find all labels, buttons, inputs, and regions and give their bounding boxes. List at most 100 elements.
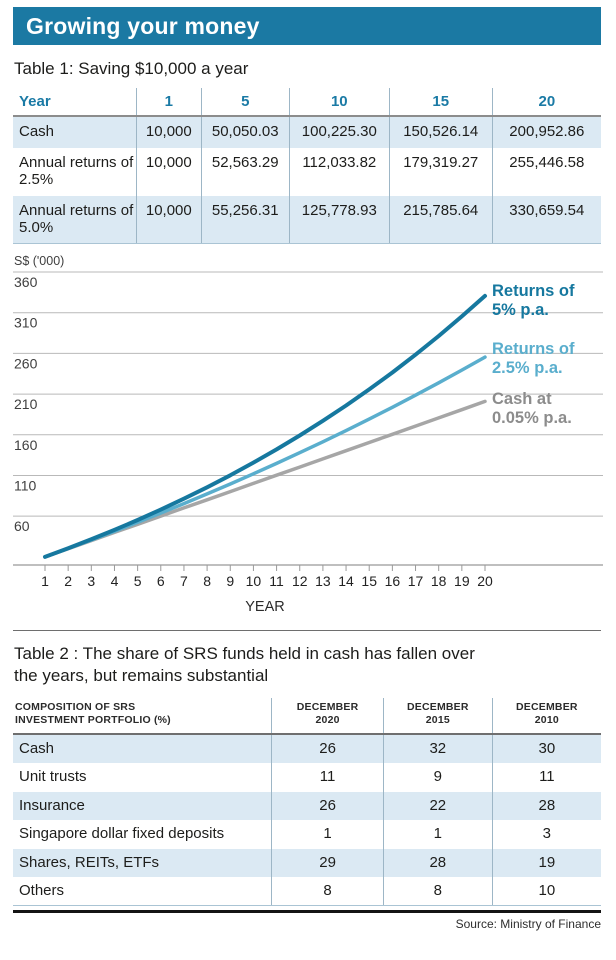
row-label: Shares, REITs, ETFs xyxy=(19,853,160,871)
header-line: INVESTMENT PORTFOLIO (%) xyxy=(15,714,171,726)
table-cell: 11 xyxy=(491,763,601,792)
header-line: COMPOSITION OF SRS xyxy=(15,701,136,713)
table2-srs-composition: COMPOSITION OF SRS INVESTMENT PORTFOLIO … xyxy=(13,698,601,907)
x-tick-label: 18 xyxy=(431,573,447,589)
y-tick-label: 160 xyxy=(14,437,38,453)
x-tick-label: 2 xyxy=(64,573,72,589)
table-cell: 150,526.14 xyxy=(388,116,493,148)
table-cell: 29 xyxy=(271,848,384,877)
table-cell: 9 xyxy=(382,763,493,792)
table1-col-15: 15 xyxy=(388,88,493,118)
table-row-insurance: Insurance 26 22 28 xyxy=(13,791,601,821)
table1-col-5: 5 xyxy=(200,88,290,118)
series-line xyxy=(43,293,487,559)
section-divider xyxy=(13,630,601,631)
table-cell: 215,785.64 xyxy=(388,195,493,245)
table-row-cash: Cash 26 32 30 xyxy=(13,734,601,764)
header-line: 2015 xyxy=(425,714,450,726)
table-row-unit-trusts: Unit trusts 11 9 11 xyxy=(13,763,601,792)
table-cell: 1 xyxy=(271,820,384,849)
table-cell: 32 xyxy=(382,734,493,764)
row-label: Unit trusts xyxy=(19,768,87,786)
legend-line: Returns of xyxy=(492,340,575,358)
table-cell: 30 xyxy=(491,734,601,764)
y-tick-label: 210 xyxy=(14,396,38,412)
table-cell: 11 xyxy=(271,763,384,792)
table2-col-dec-2015: DECEMBER 2015 xyxy=(382,698,493,735)
table-row-cash: Cash 10,000 50,050.03 100,225.30 150,526… xyxy=(13,116,601,148)
table-cell: 26 xyxy=(271,791,384,821)
row-label: Annual returns of 5.0% xyxy=(13,195,137,245)
x-tick-label: 10 xyxy=(246,573,262,589)
x-tick-label: 3 xyxy=(87,573,95,589)
page-title: Growing your money xyxy=(26,12,260,39)
table-cell: 125,778.93 xyxy=(288,195,390,245)
legend-returns-5pct: Returns of 5% p.a. xyxy=(492,282,575,320)
table-row-shares-reits-etfs: Shares, REITs, ETFs 29 28 19 xyxy=(13,848,601,877)
header-line: DECEMBER xyxy=(296,701,359,713)
y-tick-label: 260 xyxy=(14,355,38,371)
row-label: Cash xyxy=(19,740,55,757)
table-cell: 19 xyxy=(491,848,601,877)
legend-line: Returns of xyxy=(492,282,575,300)
x-tick-label: 17 xyxy=(408,573,424,589)
x-tick-label: 7 xyxy=(180,573,188,589)
legend-cash: Cash at 0.05% p.a. xyxy=(492,390,572,428)
x-tick-label: 20 xyxy=(477,573,493,589)
table-cell: 10,000 xyxy=(135,195,202,245)
x-tick-label: 1 xyxy=(41,573,49,589)
table-cell: 50,050.03 xyxy=(200,116,290,148)
legend-line: 5% p.a. xyxy=(492,301,549,319)
x-tick-label: 19 xyxy=(454,573,470,589)
x-tick-label: 5 xyxy=(134,573,142,589)
x-tick-label: 13 xyxy=(315,573,331,589)
table-cell: 200,952.86 xyxy=(491,116,601,148)
table-cell: 10,000 xyxy=(135,116,202,148)
header-line: DECEMBER xyxy=(516,701,578,713)
legend-line: 2.5% p.a. xyxy=(492,359,563,377)
x-tick-label: 4 xyxy=(111,573,119,589)
table-row-returns-2-5: Annual returns of 2.5% 10,000 52,563.29 … xyxy=(13,147,601,196)
table-cell: 3 xyxy=(491,820,601,849)
legend-returns-2-5pct: Returns of 2.5% p.a. xyxy=(492,340,575,378)
table-cell: 1 xyxy=(382,820,493,849)
table-cell: 8 xyxy=(382,876,493,907)
row-label: Singapore dollar fixed deposits xyxy=(19,825,225,843)
header-line: 2020 xyxy=(315,714,340,726)
table-cell: 10 xyxy=(491,876,601,907)
source-credit: Source: Ministry of Finance xyxy=(455,917,601,931)
table1-col-year: Year xyxy=(13,88,137,118)
legend-line: Cash at xyxy=(492,390,552,408)
table-cell: 100,225.30 xyxy=(288,116,390,148)
table-cell: 28 xyxy=(382,848,493,877)
y-tick-label: 360 xyxy=(14,274,38,290)
row-label: Others xyxy=(13,876,272,907)
table-cell: 52,563.29 xyxy=(200,147,290,196)
x-tick-label: 16 xyxy=(385,573,401,589)
y-tick-label: 310 xyxy=(14,315,38,331)
table1-title: Table 1: Saving $10,000 a year xyxy=(14,59,249,78)
table1-savings: Year 1 5 10 15 20 Cash 10,000 50,050.03 … xyxy=(13,88,601,245)
bottom-rule xyxy=(13,910,601,913)
table-cell: 28 xyxy=(491,791,601,821)
x-tick-label: 9 xyxy=(226,573,234,589)
table2-title-line1: Table 2 : The share of SRS funds held in… xyxy=(14,644,475,663)
x-tick-label: 12 xyxy=(292,573,308,589)
table-row-returns-5-0: Annual returns of 5.0% 10,000 55,256.31 … xyxy=(13,195,601,245)
row-label: Cash xyxy=(19,123,55,141)
y-tick-label: 110 xyxy=(14,477,37,493)
header-line: DECEMBER xyxy=(406,701,469,713)
table2-title-line2: the years, but remains substantial xyxy=(14,666,269,685)
table-cell: 112,033.82 xyxy=(288,147,390,196)
table2-header-row: COMPOSITION OF SRS INVESTMENT PORTFOLIO … xyxy=(13,698,601,735)
table-cell: 55,256.31 xyxy=(200,195,290,245)
x-tick-label: 6 xyxy=(157,573,165,589)
table2-col-composition: COMPOSITION OF SRS INVESTMENT PORTFOLIO … xyxy=(13,698,272,735)
table-cell: 255,446.58 xyxy=(491,147,601,196)
line-chart: S$ ('000) 360 310 260 210 160 110 60 1 2 3 4 5 6 7 8 9 1… xyxy=(0,252,616,620)
y-tick-label: 60 xyxy=(14,518,30,534)
y-axis-label: S$ ('000) xyxy=(14,254,65,268)
x-tick-label: 14 xyxy=(338,573,354,589)
table2-title: Table 2 : The share of SRS funds held in… xyxy=(14,643,475,687)
